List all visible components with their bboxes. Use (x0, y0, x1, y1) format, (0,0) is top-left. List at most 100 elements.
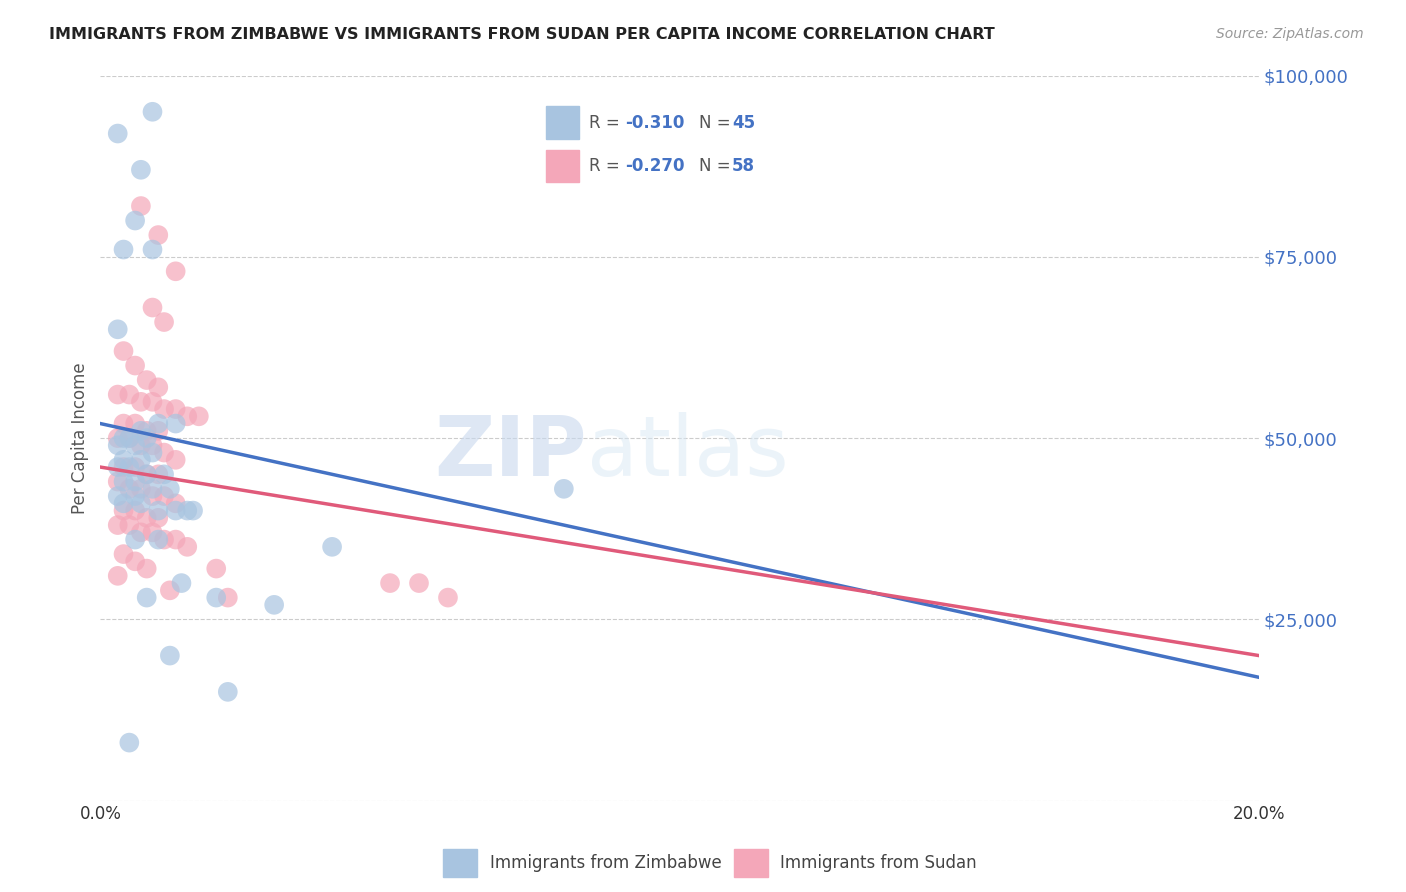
Point (141, 301, 163, 315)
Point (107, 475, 129, 489)
Point (112, 452, 135, 467)
Point (118, 736, 141, 750)
Point (107, 431, 129, 445)
Point (135, 591, 157, 605)
Point (124, 503, 146, 517)
Point (118, 482, 141, 496)
Point (129, 482, 152, 496)
Point (112, 460, 135, 475)
Point (159, 648, 181, 663)
Point (112, 496, 135, 510)
Text: ZIP: ZIP (434, 412, 588, 493)
Point (129, 496, 152, 510)
Text: Immigrants from Zimbabwe: Immigrants from Zimbabwe (489, 854, 721, 872)
Point (124, 213, 146, 227)
Point (153, 467, 176, 482)
Point (217, 591, 239, 605)
Text: atlas: atlas (588, 412, 789, 493)
Text: Immigrants from Sudan: Immigrants from Sudan (780, 854, 977, 872)
Point (135, 424, 157, 438)
Text: Source: ZipAtlas.com: Source: ZipAtlas.com (1216, 27, 1364, 41)
Point (118, 431, 141, 445)
Point (148, 467, 170, 482)
Point (129, 394, 152, 409)
Bar (734, 849, 768, 877)
Point (112, 431, 135, 445)
Point (141, 489, 163, 503)
Point (107, 387, 129, 401)
Point (107, 518, 129, 533)
Point (118, 518, 141, 533)
Point (135, 373, 157, 387)
Point (176, 409, 198, 424)
Point (159, 583, 181, 598)
Point (107, 489, 129, 503)
Point (148, 424, 170, 438)
Point (165, 503, 187, 517)
Point (124, 554, 146, 568)
Point (408, 576, 430, 591)
Point (141, 525, 163, 540)
Point (141, 438, 163, 452)
Point (107, 322, 129, 336)
Point (124, 533, 146, 547)
Point (205, 591, 228, 605)
Point (118, 460, 141, 475)
Point (135, 467, 157, 482)
Point (148, 380, 170, 394)
Point (112, 417, 135, 431)
Point (159, 482, 181, 496)
Point (176, 540, 198, 554)
Point (378, 576, 401, 591)
Y-axis label: Per Capita Income: Per Capita Income (72, 362, 89, 514)
Point (170, 576, 193, 591)
Point (165, 417, 187, 431)
Point (107, 438, 129, 452)
Point (141, 104, 163, 119)
Point (148, 503, 170, 517)
Point (148, 227, 170, 242)
Point (112, 243, 135, 257)
Point (165, 533, 187, 547)
Bar (443, 849, 477, 877)
Point (129, 199, 152, 213)
Point (165, 452, 187, 467)
Point (148, 417, 170, 431)
Point (437, 591, 460, 605)
Point (176, 503, 198, 517)
Point (112, 503, 135, 517)
Point (118, 431, 141, 445)
Point (135, 561, 157, 575)
Point (129, 438, 152, 452)
Point (135, 511, 157, 525)
Point (153, 489, 176, 503)
Point (112, 344, 135, 359)
Point (124, 489, 146, 503)
Point (141, 394, 163, 409)
Point (107, 127, 129, 141)
Point (112, 475, 135, 489)
Point (217, 685, 239, 699)
Point (205, 561, 228, 575)
Point (124, 460, 146, 475)
Point (148, 533, 170, 547)
Point (118, 387, 141, 401)
Point (124, 438, 146, 452)
Point (153, 315, 176, 329)
Point (129, 162, 152, 177)
Point (124, 417, 146, 431)
Point (124, 359, 146, 373)
Point (135, 431, 157, 445)
Point (141, 445, 163, 459)
Point (112, 547, 135, 561)
Point (165, 402, 187, 417)
Point (153, 445, 176, 459)
Point (153, 533, 176, 547)
Point (107, 569, 129, 583)
Point (129, 525, 152, 540)
Point (141, 482, 163, 496)
Point (107, 460, 129, 475)
Point (263, 598, 285, 612)
Point (135, 467, 157, 482)
Point (181, 503, 204, 517)
